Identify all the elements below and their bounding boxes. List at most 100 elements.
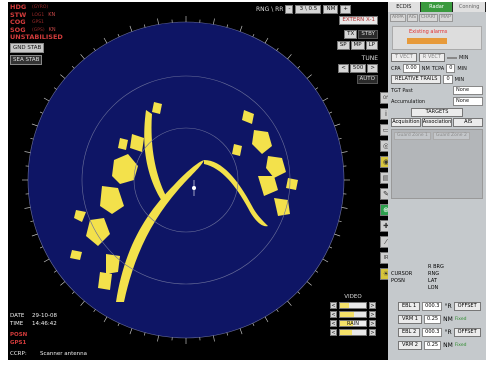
brightness-up-button[interactable]: > <box>369 329 376 336</box>
stw-label: STW <box>10 10 27 19</box>
bearing-tick <box>264 37 269 44</box>
bearing-tick <box>129 328 133 335</box>
sp-button[interactable]: SP <box>336 41 350 50</box>
tune-down-button[interactable]: < <box>338 64 349 73</box>
bearing-tick <box>71 291 75 295</box>
bearing-tick <box>334 233 341 237</box>
relative-trails-button[interactable]: RELATIVE TRAILS <box>391 75 442 84</box>
cog-label: COG <box>10 18 26 26</box>
rain-label: RAIN <box>347 321 359 327</box>
rain-up-button[interactable]: > <box>369 320 376 327</box>
tab-acquisition[interactable]: Acquisition <box>391 118 421 127</box>
vrm2-field[interactable]: 0.25 <box>423 341 442 350</box>
video-panel: VIDEO < > < > < RAIN > < > <box>330 294 376 336</box>
guard-zone-1-button[interactable]: Guard Zone 1 <box>394 132 431 140</box>
ebl2-button[interactable]: EBL 2 <box>398 328 421 337</box>
extern-button[interactable]: EXTERN X-1 <box>339 16 378 25</box>
rain-slider[interactable]: RAIN <box>339 320 367 327</box>
bearing-tick <box>60 74 66 79</box>
mp-button[interactable]: MP <box>350 41 365 50</box>
bearing-tick <box>39 111 43 114</box>
bearing-tick <box>226 332 228 336</box>
auto-tune-button[interactable]: AUTO <box>356 75 378 84</box>
ebl1-button[interactable]: EBL 1 <box>398 302 421 311</box>
stby-button[interactable]: STBY <box>358 30 378 39</box>
sog-label: SOG <box>10 25 26 34</box>
brightness-down-button[interactable]: < <box>330 329 337 336</box>
tx-button[interactable]: TX <box>344 30 358 39</box>
ebl2-offset-button[interactable]: OFFSET <box>453 328 481 337</box>
bearing-tick <box>24 151 31 153</box>
range-increase-button[interactable]: + <box>340 5 351 14</box>
sea-slider[interactable] <box>339 311 367 318</box>
vrm1-button[interactable]: VRM 1 <box>398 315 422 324</box>
cursor-lat-label: LAT <box>428 278 437 284</box>
rel-vector-button[interactable]: R VECT <box>418 53 445 62</box>
radar-echoes <box>70 102 298 302</box>
slider-fill <box>340 303 350 308</box>
gnd-stab-button[interactable]: GND STAB <box>10 42 45 53</box>
vrm2-status: Fixed <box>454 343 467 348</box>
vector-time-field[interactable] <box>446 56 457 59</box>
video-gain-slider[interactable] <box>339 302 367 309</box>
lp-button[interactable]: LP <box>365 41 378 50</box>
sea-up-button[interactable]: > <box>369 311 376 318</box>
cursor-lon-label: LON <box>428 285 439 291</box>
tgt-past-row: TGT Past None <box>388 85 486 96</box>
cursor-brg-label: R BRG <box>428 264 444 270</box>
trails-field[interactable]: 0 <box>443 75 453 84</box>
tab-ais-targets[interactable]: AIS <box>453 118 484 127</box>
tgt-past-select[interactable]: None <box>453 86 483 95</box>
ebl1-offset-button[interactable]: OFFSET <box>453 302 481 311</box>
stw-source: LOG1 <box>32 12 45 18</box>
stw-unit: KN <box>48 11 56 18</box>
guard-zone-2-button[interactable]: Guard Zone 2 <box>432 132 470 140</box>
vrm1-field[interactable]: 0.25 <box>423 315 442 324</box>
video-gain-down-button[interactable]: < <box>330 302 337 309</box>
bearing-tick <box>93 47 96 51</box>
bearing-tick <box>157 18 159 25</box>
rain-down-button[interactable]: < <box>330 320 337 327</box>
accumulation-select[interactable]: None <box>453 97 483 106</box>
sea-down-button[interactable]: < <box>330 311 337 318</box>
tune-up-button[interactable]: > <box>367 64 378 73</box>
bearing-tick <box>315 87 319 90</box>
sog-source: (GPS) <box>32 27 45 33</box>
tab-conning[interactable]: Conning <box>453 2 486 12</box>
bearing-tick <box>129 25 133 32</box>
bearing-tick <box>80 54 85 60</box>
vrm2-button[interactable]: VRM 2 <box>398 341 422 350</box>
subtab-ais[interactable]: AIS <box>406 14 418 22</box>
subtab-chart[interactable]: CHART <box>418 14 439 22</box>
range-label: RNG \ RR <box>256 6 284 13</box>
bearing-tick <box>39 246 43 249</box>
tab-radar[interactable]: Radar <box>420 2 454 12</box>
brightness-slider[interactable] <box>339 329 367 336</box>
bearing-tick <box>213 18 215 25</box>
range-value: 3 \ 0.5 <box>295 5 322 14</box>
true-vector-button[interactable]: T VECT <box>391 53 417 62</box>
date-value: 29-10-08 <box>32 313 57 319</box>
video-gain-up-button[interactable]: > <box>369 302 376 309</box>
tune-value: 500 <box>349 64 367 73</box>
ebl-vrm-panel: EBL 1 000.3 °R OFFSET VRM 1 0.25 NM Fixe… <box>398 302 484 354</box>
range-decrease-button[interactable]: - <box>285 5 294 14</box>
targets-button[interactable]: TARGETS <box>410 108 464 117</box>
bearing-tick <box>287 54 292 60</box>
bearing-tick <box>315 270 319 273</box>
sog-unit: KN <box>48 26 56 33</box>
radar-scope[interactable] <box>16 10 356 350</box>
tab-ecdis[interactable]: ECDIS <box>388 2 421 12</box>
bearing-tick <box>306 74 312 79</box>
ebl2-field[interactable]: 000.3 <box>422 328 443 337</box>
ebl1-field[interactable]: 000.3 <box>422 302 443 311</box>
tcpa-field[interactable]: 0 <box>446 64 456 73</box>
cpa-field[interactable]: 0.00 <box>402 64 420 73</box>
bearing-tick <box>329 246 333 249</box>
subtab-arpa[interactable]: ARPA <box>390 14 406 22</box>
subtab-map[interactable]: MAP <box>439 14 453 22</box>
tab-association[interactable]: Association <box>421 118 453 127</box>
alarm-indicator[interactable] <box>407 38 447 44</box>
sea-stab-button[interactable]: SEA STAB <box>10 54 43 65</box>
accumulation-row: Accumulation None <box>388 96 486 107</box>
